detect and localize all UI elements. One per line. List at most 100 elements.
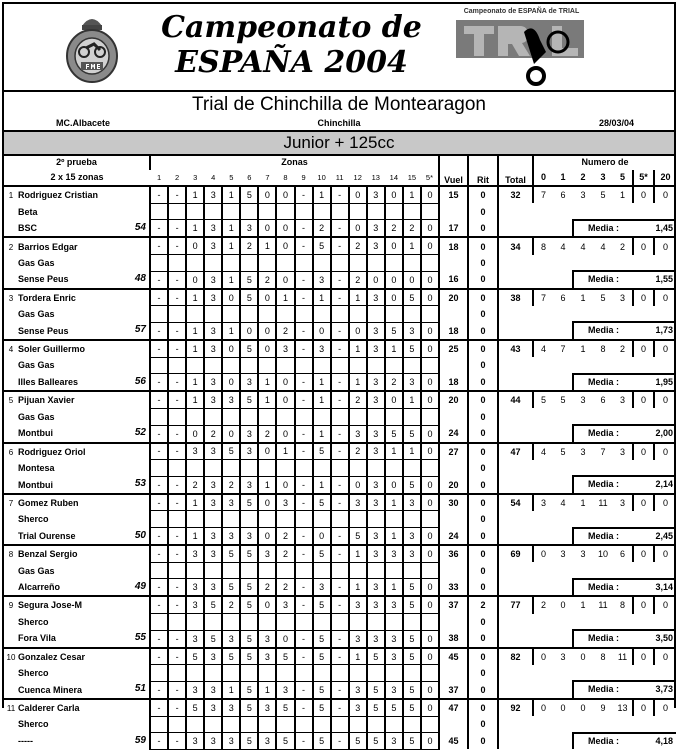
zone-score-lap1: - <box>148 441 169 461</box>
rider-row: ----- 59- -3 3 3 5 3 5-5-5 5 3 5 0 45 0 Media :4,18 <box>4 731 676 750</box>
media-box: Media : 2,00 <box>572 424 676 443</box>
zone-score-lap1: 3 <box>203 339 223 358</box>
count-value: 5 <box>553 441 574 460</box>
zone-score-lap1: - <box>329 441 349 461</box>
zone-score-lap1: - <box>329 544 349 563</box>
rit-mid: 0 <box>467 664 499 682</box>
zone-score-lap2: 3 <box>401 373 421 392</box>
zone-score-lap2: 3 <box>203 732 223 750</box>
zone-score-lap1: 5 <box>203 595 223 615</box>
zone-score-lap2: 3 <box>185 732 205 750</box>
count-value: 0 <box>632 236 655 255</box>
blank-area <box>497 425 574 443</box>
count-value: 11 <box>593 492 614 511</box>
rider-name-cell: 1 Rodriguez Cristian <box>4 185 150 204</box>
zone-score-lap2: 3 <box>383 732 403 750</box>
zone-score-lap1: - <box>148 646 169 666</box>
zone-score-lap1: 5 <box>239 544 259 563</box>
event-info: Trial de Chinchilla de Montearagon MC.Al… <box>4 92 674 130</box>
zone-score-lap2: 1 <box>257 476 277 495</box>
media-label: Media : <box>588 479 620 490</box>
rider-brand-cell: Montesa <box>4 460 150 477</box>
vuel-empty-cell <box>438 254 469 272</box>
zone-score-lap2: - <box>329 578 349 597</box>
zone-score-lap1: - <box>329 697 349 717</box>
zone-score-lap1: - <box>293 492 313 512</box>
zone-score-lap1: - <box>293 697 313 717</box>
zone-score-lap2: 3 <box>185 630 205 649</box>
zone-empty-cell <box>203 305 223 323</box>
zone-score-lap1: - <box>329 339 349 358</box>
zone-score-lap2: 2 <box>185 476 205 495</box>
count-value: 3 <box>613 390 634 409</box>
zone-score-lap1: - <box>293 236 313 256</box>
rit-lap1: 0 <box>467 339 499 358</box>
rider-brand-cell: Beta <box>4 203 150 220</box>
rit-lap1: 0 <box>467 390 499 409</box>
count-value: 2 <box>613 339 634 358</box>
zone-score-lap2: - <box>167 476 187 495</box>
count-value: 0 <box>632 441 655 460</box>
zone-score-lap2: - <box>293 425 313 444</box>
organizing-club: MC.Albacete <box>56 118 111 128</box>
rit-lap2: 0 <box>467 630 499 648</box>
zone-score-lap2: 3 <box>221 732 241 750</box>
blank-area <box>497 664 676 682</box>
count-value: 4 <box>532 441 554 460</box>
zone-score-lap1: 3 <box>365 441 385 461</box>
zone-score-lap1: 5 <box>401 646 421 666</box>
zone-score-lap2: 1 <box>221 322 241 341</box>
zone-empty-cell <box>221 408 241 426</box>
zone-header: 10 <box>317 172 326 182</box>
count-value: 3 <box>613 287 634 306</box>
blank-area <box>497 681 574 699</box>
zone-empty-cell <box>401 357 421 375</box>
zone-score-lap2: 3 <box>365 373 385 392</box>
rider-row: 9 Segura Jose-M - -3 5 2 5 0 3-5-3 3 3 5 0 37 2 77 2 0 1 11… <box>4 595 676 615</box>
rit-lap2: 0 <box>467 425 499 443</box>
zone-empty-cell <box>329 305 349 323</box>
zone-score-lap1: 5 <box>221 646 241 666</box>
media-box: Media : 3,73 <box>572 680 676 699</box>
count-value: 0 <box>653 390 676 409</box>
total-points: 32 <box>497 185 534 204</box>
zone-score-lap1: 0 <box>275 236 295 256</box>
rider-brand: Gas Gas <box>18 257 55 268</box>
rider-position: 10 <box>6 652 16 662</box>
zone-score-lap2: 5 <box>401 732 421 750</box>
zone-empty-cell <box>311 203 331 221</box>
zone-empty-cell <box>203 562 223 580</box>
rider-row: Gas Gas 0 <box>4 305 676 323</box>
zone-score-lap2: 3 <box>203 476 223 495</box>
total-header: Total <box>497 154 534 187</box>
zone-score-lap1: 1 <box>311 185 331 204</box>
zone-empty-cell <box>167 357 187 375</box>
zone-score-lap1: - <box>167 646 187 666</box>
zone-empty-cell <box>383 305 403 323</box>
zone-score-lap2: 3 <box>221 527 241 546</box>
count-value: 0 <box>653 544 676 563</box>
rit-mid: 0 <box>467 305 499 323</box>
zone-empty-cell <box>383 510 403 529</box>
count-value: 4 <box>553 236 574 255</box>
zone-score-lap2: - <box>329 425 349 444</box>
count-value: 4 <box>553 492 574 511</box>
rider-row: 11 Calderer Carla - -5 3 3 5 3 5-5-3 5 5 5 0 47 0 92 0 0 0… <box>4 697 676 717</box>
media-box: Media : 3,14 <box>572 577 676 597</box>
zone-header: 12 <box>353 172 362 182</box>
rider-row: Gas Gas 0 <box>4 562 676 580</box>
rider-position: 3 <box>8 293 14 303</box>
count-value: 6 <box>613 544 634 563</box>
media-value: 3,73 <box>655 684 674 695</box>
zone-score-lap2: 3 <box>365 630 385 649</box>
rider-row: BSC 54- -1 3 1 3 0 0-2-0 3 2 2 0 17 0 Media :1,45 <box>4 218 676 238</box>
zone-empty-cell <box>347 459 367 477</box>
zone-score-lap1: 3 <box>203 236 223 256</box>
count-value: 0 <box>532 646 554 665</box>
rit-mid: 0 <box>467 562 499 579</box>
count-value: 4 <box>593 236 614 255</box>
zone-score-lap1: 5 <box>311 441 331 461</box>
zone-score-lap2: - <box>293 373 313 392</box>
rider-club: Montbui <box>18 428 53 439</box>
rider-club-cell: BSC 54 <box>4 220 150 238</box>
